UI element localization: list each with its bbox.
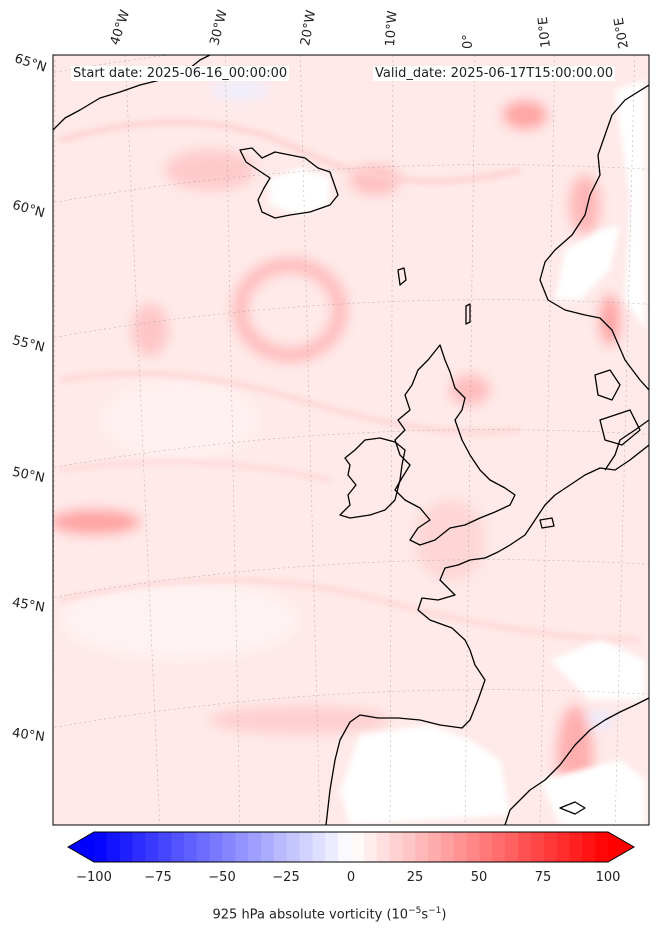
colorbar-segments bbox=[94, 832, 609, 862]
colorbar-title-exp1: −5 bbox=[408, 906, 422, 916]
colorbar-segment bbox=[543, 832, 558, 862]
colorbar-segment bbox=[338, 832, 352, 862]
lon-label-10w: 10°W bbox=[383, 10, 401, 47]
colorbar-segment bbox=[466, 832, 480, 862]
colorbar-extend-min bbox=[68, 832, 94, 862]
colorbar-segment bbox=[556, 832, 570, 862]
colorbar-segment bbox=[94, 832, 108, 862]
colorbar-title-exp2: −1 bbox=[428, 906, 442, 916]
start-date-label: Start date: 2025-06-16_00:00:00 bbox=[71, 66, 290, 81]
colorbar-segment bbox=[248, 832, 262, 862]
colorbar-tick: 0 bbox=[346, 870, 356, 885]
colorbar-segment bbox=[363, 832, 378, 862]
colorbar-segment bbox=[415, 832, 429, 862]
colorbar-segment bbox=[209, 832, 223, 862]
colorbar-segment bbox=[453, 832, 468, 862]
colorbar-title: 925 hPa absolute vorticity (10−5s−1) bbox=[0, 906, 659, 922]
colorbar-segment bbox=[325, 832, 339, 862]
colorbar-segment bbox=[222, 832, 236, 862]
colorbar-segment bbox=[505, 832, 519, 862]
colorbar-segment bbox=[492, 832, 506, 862]
colorbar-segment bbox=[402, 832, 416, 862]
colorbar-segment bbox=[376, 832, 391, 862]
colorbar-tick: −75 bbox=[144, 870, 172, 885]
colorbar-segment bbox=[569, 832, 583, 862]
colorbar-segment bbox=[145, 832, 159, 862]
colorbar-outline bbox=[66, 831, 636, 863]
colorbar-tick: 25 bbox=[406, 870, 424, 885]
colorbar-segment bbox=[261, 832, 275, 862]
colorbar-segment bbox=[171, 832, 185, 862]
coastlines bbox=[53, 55, 649, 825]
colorbar-segment bbox=[595, 832, 609, 862]
colorbar-segment bbox=[196, 832, 211, 862]
colorbar-title-text: 925 hPa absolute vorticity (10 bbox=[212, 907, 409, 923]
colorbar-tick: −25 bbox=[272, 870, 300, 885]
colorbar-segment bbox=[158, 832, 172, 862]
colorbar-segment bbox=[440, 832, 455, 862]
colorbar bbox=[66, 831, 636, 863]
colorbar-segment bbox=[389, 832, 403, 862]
colorbar-segment bbox=[119, 832, 134, 862]
colorbar-segment bbox=[286, 832, 301, 862]
colorbar-segment bbox=[183, 832, 198, 862]
colorbar-segment bbox=[479, 832, 493, 862]
colorbar-extend-max bbox=[608, 832, 634, 862]
colorbar-segment bbox=[530, 832, 545, 862]
graticule bbox=[53, 55, 649, 825]
colorbar-segment bbox=[312, 832, 326, 862]
colorbar-segment bbox=[428, 832, 442, 862]
colorbar-tick: −50 bbox=[208, 870, 236, 885]
valid-date-label: Valid_date: 2025-06-17T15:00:00.00 bbox=[373, 66, 616, 81]
colorbar-tick: 75 bbox=[534, 870, 552, 885]
colorbar-segment bbox=[235, 832, 249, 862]
map-frame bbox=[52, 54, 650, 826]
colorbar-segment bbox=[273, 832, 288, 862]
colorbar-tick: −100 bbox=[76, 870, 112, 885]
colorbar-tick: 50 bbox=[470, 870, 488, 885]
colorbar-segment bbox=[299, 832, 313, 862]
colorbar-segment bbox=[106, 832, 121, 862]
colorbar-tick: 100 bbox=[595, 870, 621, 885]
map-field bbox=[53, 55, 649, 825]
lon-label-10e: 10°E bbox=[535, 15, 554, 49]
colorbar-segment bbox=[582, 832, 596, 862]
colorbar-segment bbox=[132, 832, 146, 862]
colorbar-segment bbox=[518, 832, 532, 862]
colorbar-title-end: ) bbox=[441, 907, 447, 923]
lon-label-0: 0° bbox=[461, 34, 476, 49]
colorbar-title-unit: s bbox=[421, 907, 429, 923]
colorbar-segment bbox=[351, 832, 365, 862]
